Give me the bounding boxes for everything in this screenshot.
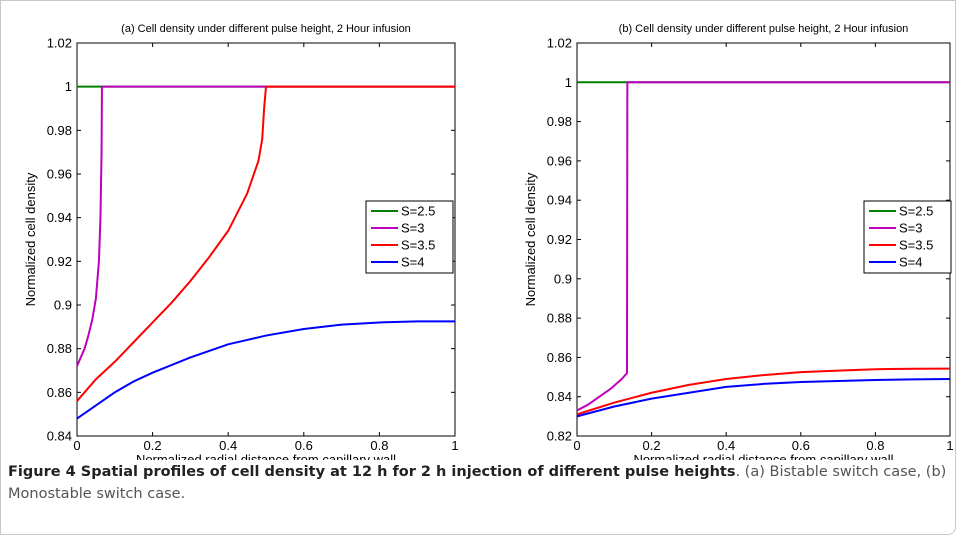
chart-a-y-tick-label: 0.84 <box>47 429 72 444</box>
chart-a-y-tick-label: 1.02 <box>47 36 72 51</box>
chart-a-y-tick-label: 0.92 <box>47 254 72 269</box>
chart-a-y-tick-label: 0.98 <box>47 123 72 138</box>
chart-b-y-tick-label: 0.86 <box>547 350 572 365</box>
chart-a-y-tick-label: 0.94 <box>47 210 72 225</box>
chart-b-legend-label-s-4: S=4 <box>899 255 923 270</box>
chart-b: (b) Cell density under different pulse h… <box>523 23 954 460</box>
chart-a: (a) Cell density under different pulse h… <box>23 23 459 460</box>
chart-b-y-tick-label: 0.92 <box>547 232 572 247</box>
chart-b-x-axis-label: Normalized radial distance from capillar… <box>633 452 893 460</box>
chart-b-y-tick-label: 1.02 <box>547 36 572 51</box>
chart-b-y-tick-label: 0.9 <box>554 271 572 286</box>
chart-a-x-tick-label: 0.8 <box>370 438 388 453</box>
chart-b-legend-label-s-2-5: S=2.5 <box>899 204 933 219</box>
chart-b-x-tick-label: 0.6 <box>792 438 810 453</box>
chart-a-series-line-s-4 <box>76 320 455 420</box>
chart-b-y-tick-label: 0.88 <box>547 311 572 326</box>
chart-b-legend-label-s-3-5: S=3.5 <box>899 238 933 253</box>
chart-b-series-line-s-3 <box>576 81 950 412</box>
chart-b-series-line-s-3-5 <box>576 367 951 416</box>
chart-b-x-tick-label: 0.4 <box>717 438 735 453</box>
chart-b-y-tick-label: 0.82 <box>547 429 572 444</box>
chart-a-y-axis-label: Normalized cell density <box>23 172 38 306</box>
chart-b-x-tick-label: 0.8 <box>866 438 884 453</box>
chart-b-y-tick-label: 0.94 <box>547 193 572 208</box>
chart-a-y-tick-label: 0.9 <box>54 298 72 313</box>
chart-a-series-line-s-3-5 <box>76 85 455 402</box>
chart-a-legend-label-s-3: S=3 <box>401 221 425 236</box>
chart-a-title: (a) Cell density under different pulse h… <box>121 23 411 35</box>
chart-b-series-line-s-4 <box>576 378 951 418</box>
chart-b-title: (b) Cell density under different pulse h… <box>619 23 909 35</box>
chart-b-y-axis-label: Normalized cell density <box>523 172 538 306</box>
caption-title: Figure 4 Spatial profiles of cell densit… <box>8 464 736 480</box>
chart-a-series-line-s-3 <box>76 85 455 367</box>
chart-a-x-tick-label: 1 <box>451 438 458 453</box>
chart-b-x-tick-label: 0.2 <box>643 438 661 453</box>
chart-b-y-tick-label: 1 <box>565 75 572 90</box>
chart-a-legend-box <box>365 200 454 274</box>
chart-a-x-tick-label: 0 <box>73 438 80 453</box>
chart-a-legend-label-s-4: S=4 <box>401 255 425 270</box>
chart-a-y-tick-label: 1 <box>65 79 72 94</box>
figure-caption: Figure 4 Spatial profiles of cell densit… <box>8 461 948 505</box>
chart-b-y-tick-label: 0.96 <box>547 153 572 168</box>
chart-a-x-tick-label: 0.2 <box>144 438 162 453</box>
chart-b-x-tick-label: 1 <box>946 438 953 453</box>
chart-a-legend-label-s-2-5: S=2.5 <box>401 204 435 219</box>
chart-b-y-tick-label: 0.98 <box>547 114 572 129</box>
chart-a-x-tick-label: 0.4 <box>219 438 237 453</box>
chart-a-x-axis-label: Normalized radial distance from capillar… <box>136 452 396 460</box>
caption-text: . (a) Bistable switch case, (b) Monostab… <box>8 464 947 502</box>
chart-b-x-tick-label: 0 <box>573 438 580 453</box>
chart-a-legend-label-s-3-5: S=3.5 <box>401 238 435 253</box>
chart-a-y-tick-label: 0.88 <box>47 341 72 356</box>
chart-a-y-tick-label: 0.86 <box>47 385 72 400</box>
chart-b-y-tick-label: 0.84 <box>547 389 572 404</box>
chart-a-x-tick-label: 0.6 <box>295 438 313 453</box>
chart-b-legend-label-s-3: S=3 <box>899 221 923 236</box>
chart-a-y-tick-label: 0.96 <box>47 167 72 182</box>
